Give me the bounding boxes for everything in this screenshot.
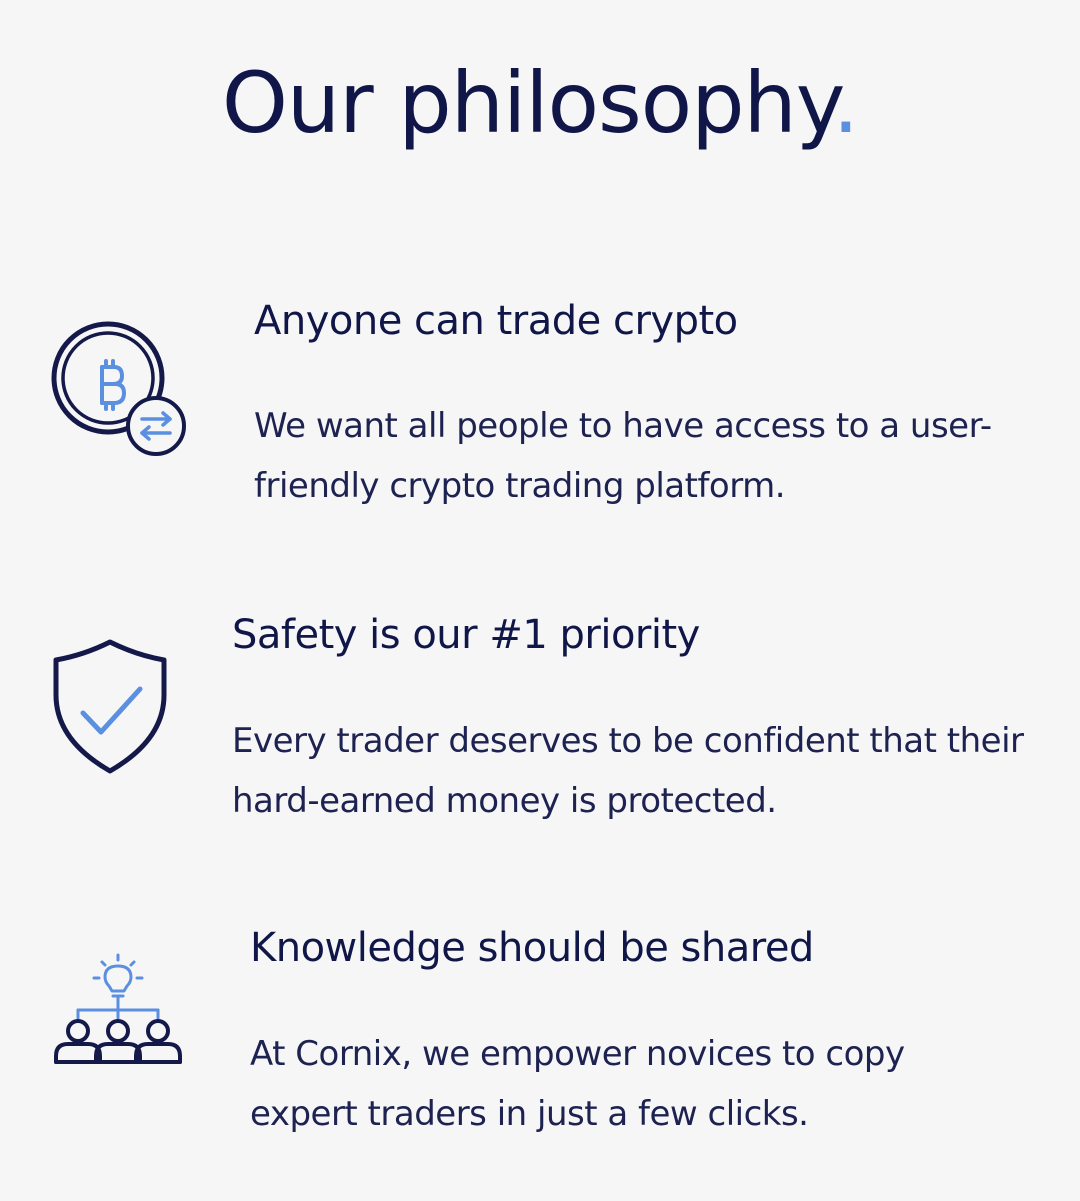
feature-description: At Cornix, we empower novices to copy ex… (250, 1034, 905, 1134)
feature-heading: Knowledge should be shared (250, 925, 814, 971)
feature-heading: Safety is our #1 priority (232, 612, 700, 658)
bitcoin-exchange-icon (50, 320, 190, 464)
idea-sharing-group-icon (50, 950, 190, 1094)
page-title-text: Our philosophy (221, 54, 834, 152)
title-accent-dot: . (832, 54, 859, 152)
page-title: Our philosophy. (0, 48, 1080, 158)
feature-heading: Anyone can trade crypto (254, 298, 738, 344)
shield-check-icon (48, 637, 172, 781)
feature-description: We want all people to have access to a u… (254, 406, 992, 506)
feature-description: Every trader deserves to be confident th… (232, 721, 1024, 821)
